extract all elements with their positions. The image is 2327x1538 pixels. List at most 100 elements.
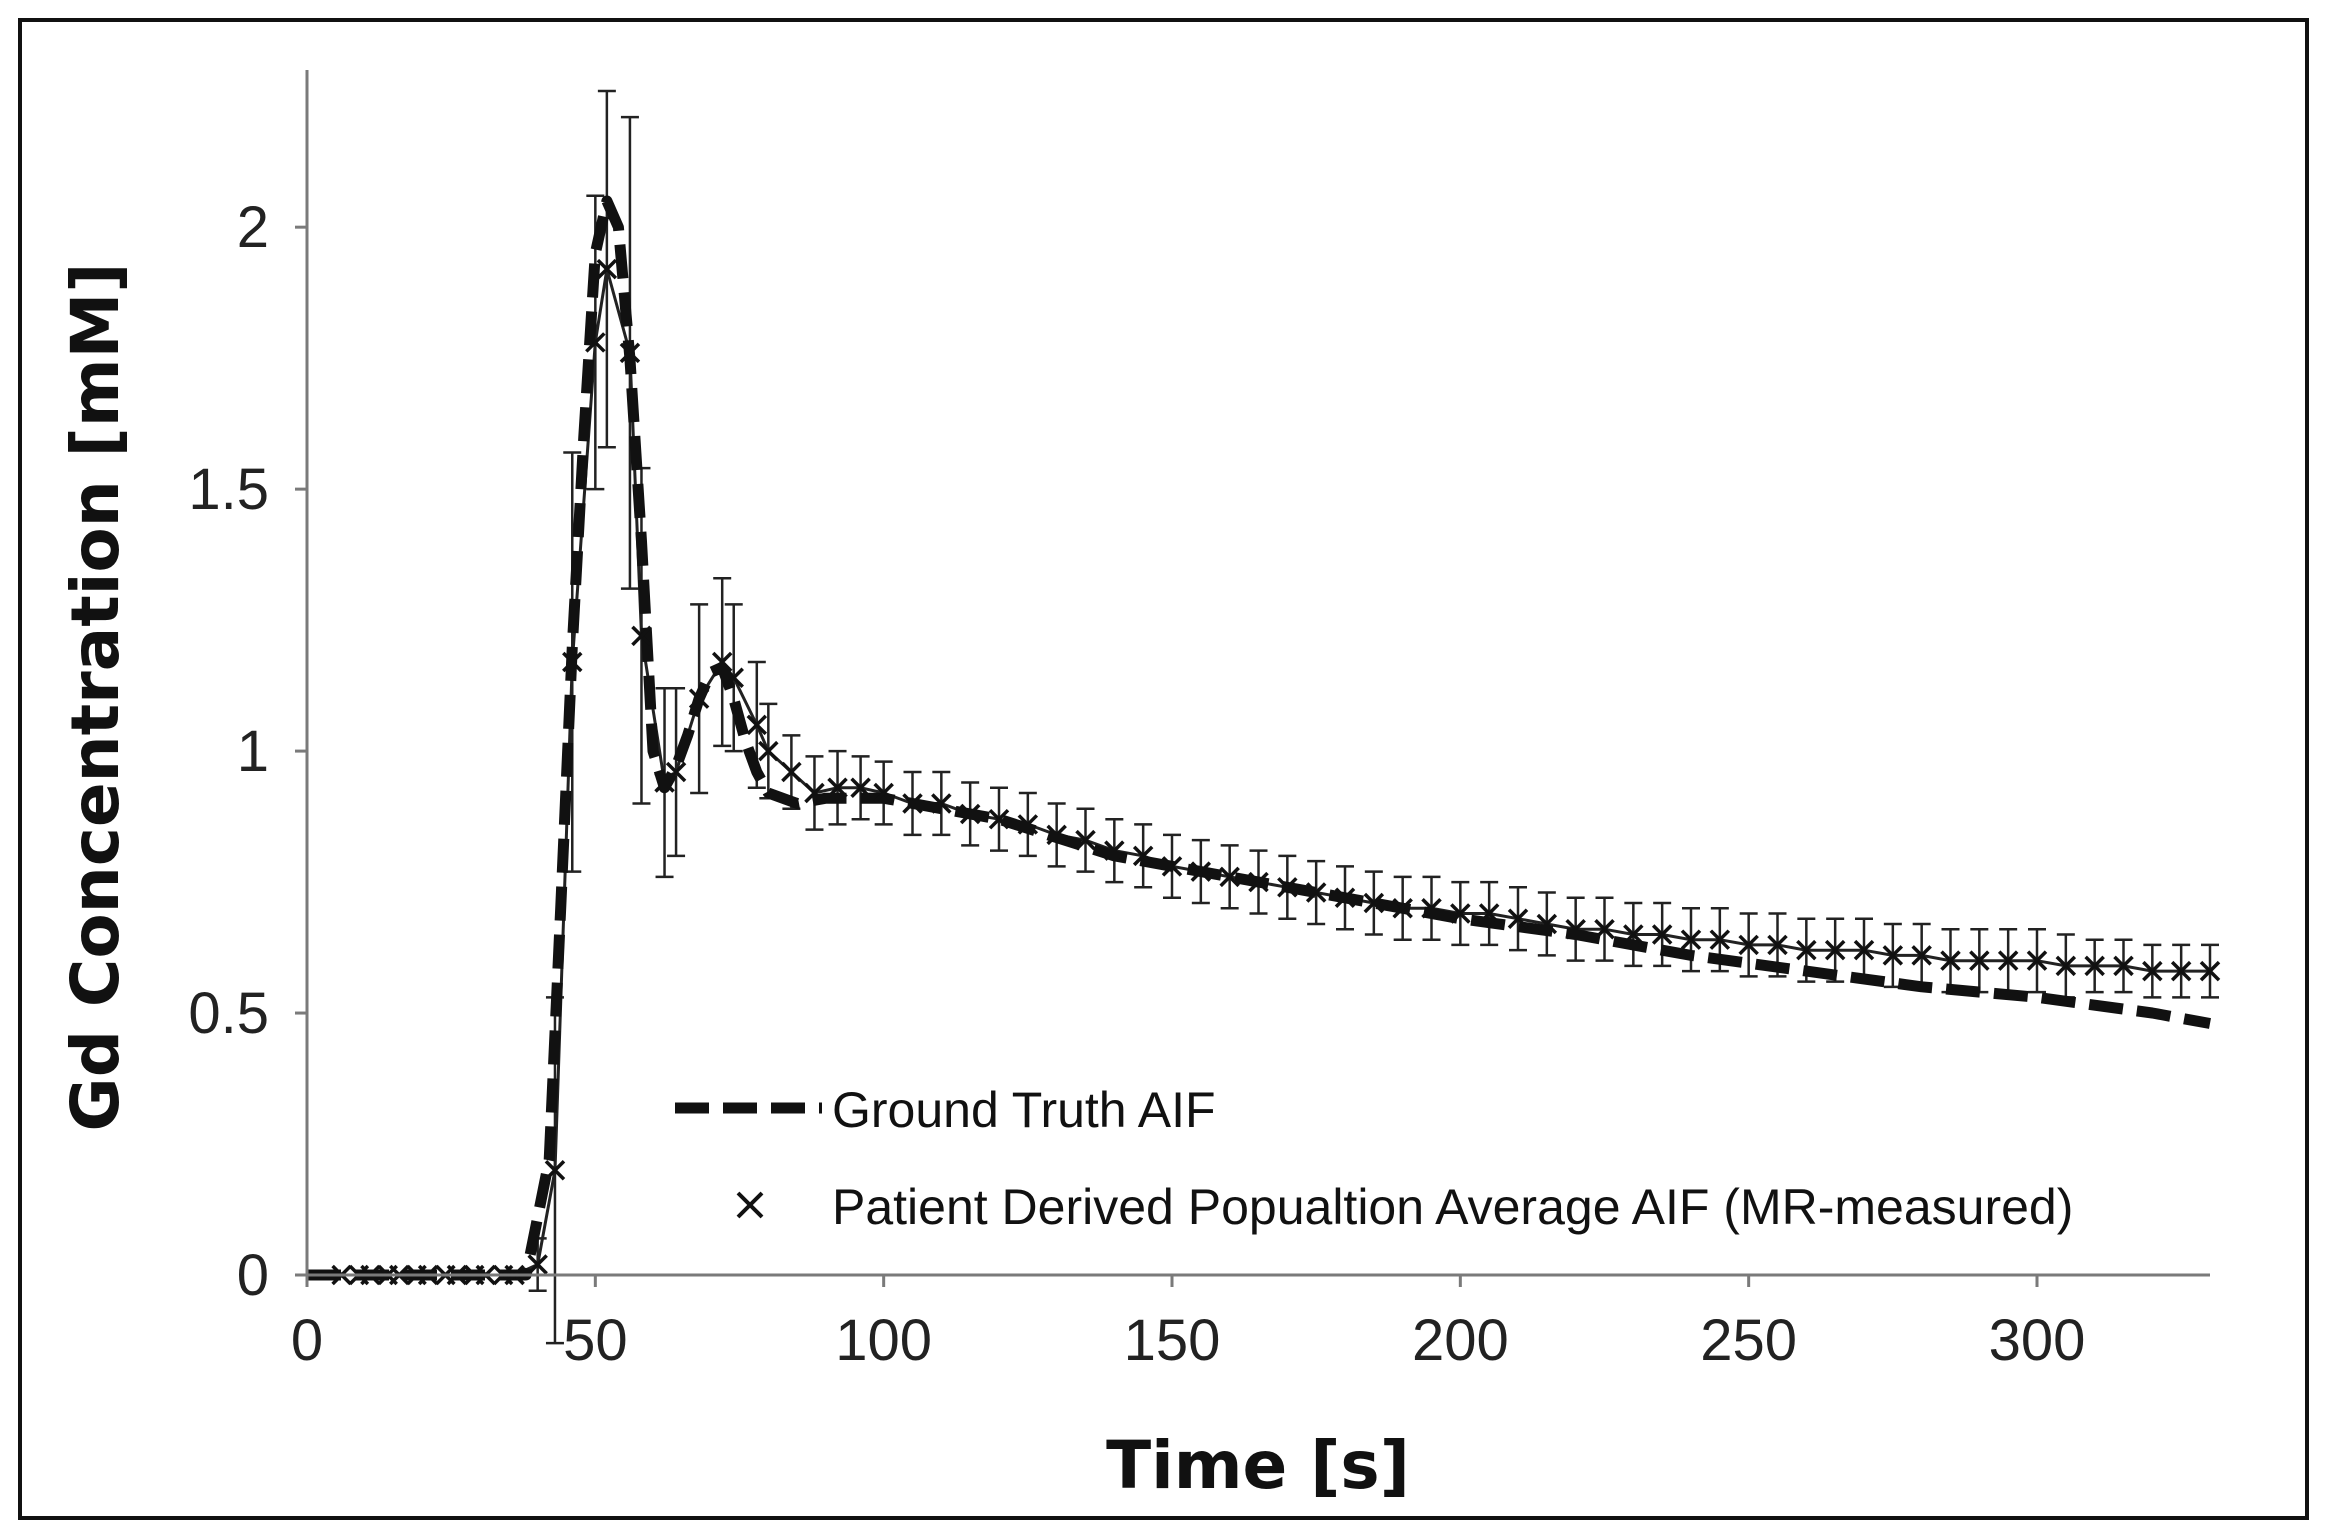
- marker-stroke: [619, 342, 641, 364]
- x-tick-label: 50: [563, 1308, 628, 1373]
- marker-stroke: [1248, 871, 1269, 893]
- marker-stroke: [988, 808, 1010, 830]
- legend: Ground Truth AIF Patient Derived Popualt…: [675, 1082, 2073, 1235]
- measured-data-point: [1161, 856, 1183, 877]
- marker-stroke: [1709, 929, 1731, 950]
- x-axis-ticks: 0 50 100 150 200 250 300: [291, 1275, 2086, 1373]
- marker-stroke: [1277, 877, 1298, 898]
- marker-stroke: [2055, 955, 2077, 977]
- measured-data-point: [1882, 945, 1904, 966]
- measured-data-point: [527, 1254, 548, 1275]
- measured-data-point: [1680, 929, 1702, 950]
- marker-stroke: [1796, 939, 1817, 961]
- measured-data-point: [902, 793, 923, 814]
- measured-data-point: [1824, 939, 1846, 961]
- measured-data-point: [1853, 939, 1875, 961]
- marker-stroke: [1334, 887, 1356, 909]
- measured-data-point: [1709, 929, 1731, 950]
- measured-data-point: [1651, 924, 1673, 945]
- marker-stroke: [746, 714, 768, 736]
- marker-stroke: [931, 793, 952, 814]
- legend-label-ground-truth: Ground Truth AIF: [832, 1082, 1216, 1138]
- measured-data-point: [631, 625, 652, 647]
- y-tick-label: 0: [237, 1243, 269, 1308]
- measured-data-point: [1190, 861, 1212, 882]
- measured-data-point: [1219, 866, 1240, 888]
- marker-stroke: [1046, 824, 1067, 846]
- x-tick-label: 200: [1412, 1308, 1509, 1373]
- marker-stroke: [688, 688, 710, 709]
- measured-data-point: [827, 777, 848, 798]
- measured-data-point: [1565, 918, 1586, 940]
- marker-stroke: [1161, 856, 1183, 877]
- marker-stroke: [544, 1159, 566, 1181]
- marker-stroke: [562, 651, 583, 673]
- marker-stroke: [873, 782, 894, 804]
- x-tick-label: 300: [1989, 1308, 2086, 1373]
- marker-stroke: [1767, 934, 1788, 956]
- measured-data-point: [711, 651, 733, 673]
- marker-stroke: [1017, 814, 1039, 835]
- x-tick-label: 250: [1700, 1308, 1797, 1373]
- marker-stroke: [723, 667, 744, 688]
- marker-stroke: [1507, 908, 1529, 929]
- measured-data-point: [873, 782, 894, 804]
- marker-stroke: [758, 740, 779, 762]
- marker-stroke: [1450, 903, 1471, 924]
- marker-stroke: [1594, 918, 1615, 940]
- measured-data-point: [1997, 950, 2019, 971]
- measured-data-point: [1363, 892, 1385, 914]
- measured-data-point: [1940, 950, 1961, 971]
- measured-data-point: [758, 740, 779, 762]
- marker-stroke: [1680, 929, 1702, 950]
- marker-stroke: [585, 332, 606, 353]
- measured-data-point: [1104, 840, 1125, 861]
- marker-stroke: [631, 625, 652, 647]
- marker-stroke: [1363, 892, 1385, 914]
- measured-data-point: [746, 714, 768, 736]
- plot-area: [307, 89, 2221, 1345]
- measured-data-point: [1046, 824, 1067, 846]
- marker-stroke: [1219, 866, 1240, 888]
- marker-stroke: [2170, 960, 2192, 982]
- measured-data-point: [596, 258, 618, 280]
- measured-data-point: [1969, 950, 1990, 971]
- measured-data-point: [2055, 955, 2077, 977]
- marker-stroke: [2026, 950, 2048, 971]
- measured-data-point: [1017, 814, 1039, 835]
- measured-data-point: [2170, 960, 2192, 982]
- marker-stroke: [665, 761, 687, 783]
- measured-data-point: [1507, 908, 1529, 929]
- measured-data-point: [2113, 955, 2134, 977]
- y-axis-ticks: 0 0.5 1 1.5 2: [188, 195, 307, 1308]
- marker-stroke: [1824, 939, 1846, 961]
- measured-data-point: [1305, 882, 1327, 903]
- measured-data-point: [1392, 898, 1413, 919]
- measured-data-point: [1478, 903, 1500, 924]
- marker-stroke: [527, 1254, 548, 1275]
- measured-data-point: [665, 761, 687, 783]
- marker-stroke: [781, 761, 802, 783]
- ground-truth-series-line: [307, 195, 2211, 1281]
- y-tick-label: 0.5: [188, 981, 269, 1046]
- measured-data-point: [723, 667, 744, 688]
- measured-data-point: [1334, 887, 1356, 909]
- marker-stroke: [1911, 945, 1932, 966]
- measured-data-point: [804, 782, 825, 804]
- marker-stroke: [2084, 955, 2105, 977]
- x-axis-title: Time [s]: [1106, 1427, 1410, 1504]
- measured-data-point: [1248, 871, 1269, 893]
- marker-stroke: [1651, 924, 1673, 945]
- marker-stroke: [1940, 950, 1961, 971]
- measured-data-point: [2084, 955, 2105, 977]
- marker-stroke: [1536, 913, 1558, 935]
- marker-stroke: [1305, 882, 1327, 903]
- marker-stroke: [596, 258, 618, 280]
- measured-data-point: [988, 808, 1010, 830]
- marker-stroke: [1623, 924, 1644, 945]
- marker-stroke: [1104, 840, 1125, 861]
- measured-data-point: [562, 651, 583, 673]
- marker-stroke: [1190, 861, 1212, 882]
- measured-data-point: [931, 793, 952, 814]
